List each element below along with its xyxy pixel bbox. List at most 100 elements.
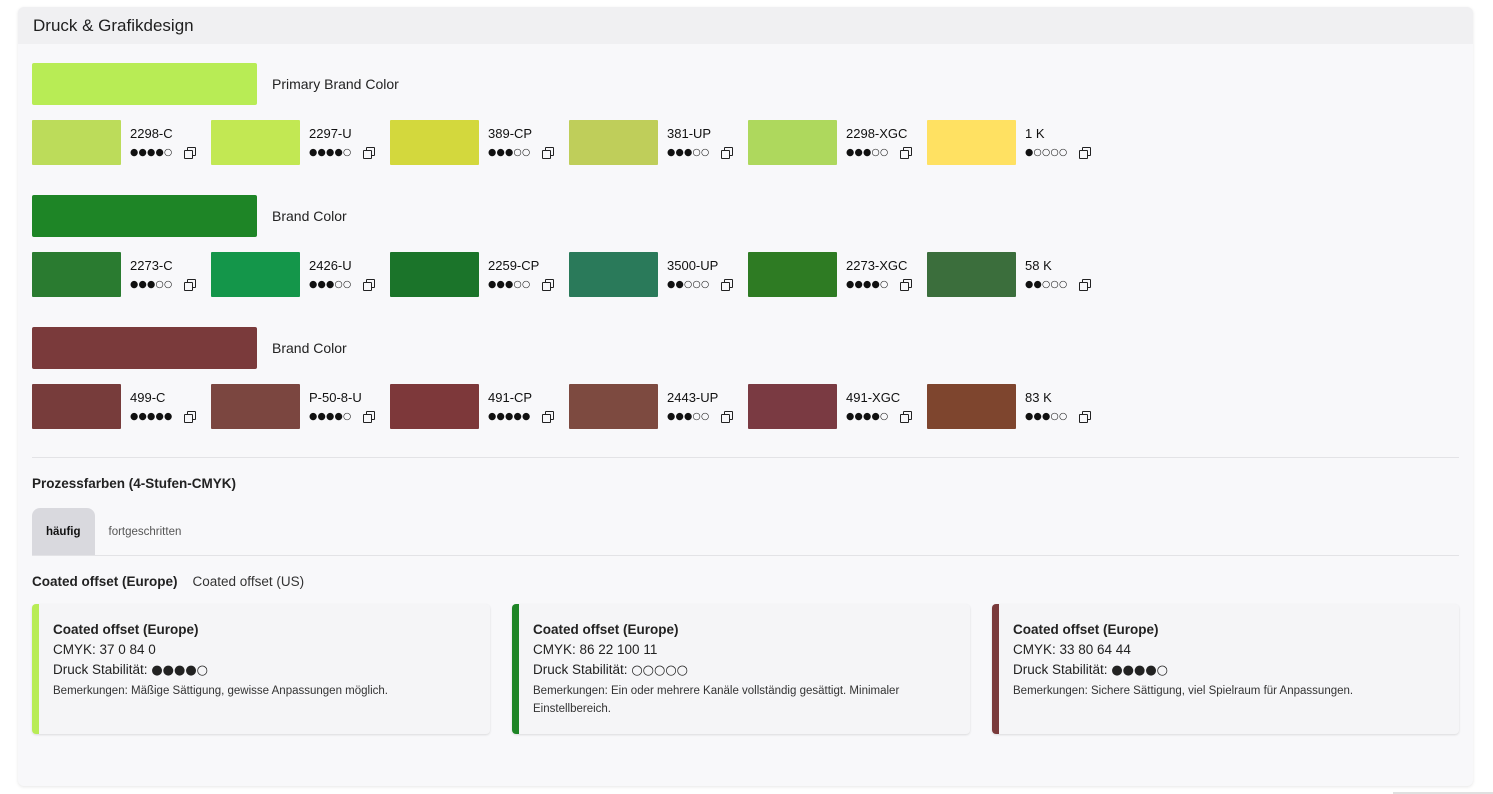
brand-color-block: Brand Color 499-C ●●●●● P-50-8-U ●●●●○ 491-CP… [32, 327, 1459, 429]
variant-name: 2426-U [309, 258, 352, 273]
print-stability-rating: ●●●●○ [151, 663, 209, 678]
variant-name: P-50-8-U [309, 390, 362, 405]
color-variant: P-50-8-U ●●●●○ [211, 384, 390, 429]
variant-list: 2298-C ●●●●○ 2297-U ●●●●○ 389-CP ●●●○○ 381-UP ●… [32, 120, 1459, 165]
cmyk-card: Coated offset (Europe) CMYK: 33 80 64 44 D… [992, 604, 1459, 734]
copy-icon[interactable] [184, 279, 196, 291]
variant-info: 1 K ●○○○○ [1025, 120, 1091, 165]
variant-name: 1 K [1025, 126, 1045, 141]
print-stability-rating: ○○○○○ [631, 663, 689, 678]
color-variant: 2259-CP ●●●○○ [390, 252, 569, 297]
variant-info: 491-CP ●●●●● [488, 384, 554, 429]
variant-meta: ●●●●○ [309, 147, 375, 159]
subtab-coated-offset-us[interactable]: Coated offset (US) [192, 574, 305, 589]
card-title: Coated offset (Europe) [1013, 622, 1159, 637]
print-stability: Druck Stabilität: ●●●●○ [1013, 662, 1459, 678]
copy-icon[interactable] [542, 411, 554, 423]
copy-icon[interactable] [1079, 279, 1091, 291]
copy-icon[interactable] [1079, 411, 1091, 423]
variant-swatch [569, 384, 658, 429]
color-variant: 491-CP ●●●●● [390, 384, 569, 429]
stability-rating: ●●●○○ [488, 147, 531, 158]
variant-info: 2426-U ●●●○○ [309, 252, 375, 297]
variant-name: 58 K [1025, 258, 1052, 273]
variant-meta: ●●●○○ [130, 279, 196, 291]
print-design-panel: Druck & Grafikdesign Primary Brand Color… [18, 7, 1473, 786]
variant-info: 2273-C ●●●○○ [130, 252, 196, 297]
print-stability-label: Druck Stabilität: [533, 662, 628, 677]
brand-color-label: Primary Brand Color [272, 76, 399, 92]
variant-swatch [569, 120, 658, 165]
copy-icon[interactable] [363, 279, 375, 291]
color-variant: 499-C ●●●●● [32, 384, 211, 429]
variant-info: 491-XGC ●●●●○ [846, 384, 912, 429]
copy-icon[interactable] [363, 411, 375, 423]
variant-swatch [211, 384, 300, 429]
brand-color-swatch [32, 195, 257, 237]
color-variant: 491-XGC ●●●●○ [748, 384, 927, 429]
copy-icon[interactable] [900, 411, 912, 423]
variant-info: 499-C ●●●●● [130, 384, 196, 429]
variant-meta: ●●●○○ [1025, 411, 1091, 423]
variant-list: 499-C ●●●●● P-50-8-U ●●●●○ 491-CP ●●●●● 2443-U… [32, 384, 1459, 429]
print-stability-label: Druck Stabilität: [1013, 662, 1108, 677]
copy-icon[interactable] [363, 147, 375, 159]
variant-swatch [390, 120, 479, 165]
stability-rating: ●●●●● [130, 411, 173, 422]
copy-icon[interactable] [721, 279, 733, 291]
tab-fortgeschritten[interactable]: fortgeschritten [108, 525, 182, 538]
copy-icon[interactable] [900, 147, 912, 159]
variant-swatch [211, 252, 300, 297]
variant-meta: ●○○○○ [1025, 147, 1091, 159]
variant-meta: ●●●●● [488, 411, 554, 423]
color-variant: 2273-C ●●●○○ [32, 252, 211, 297]
copy-icon[interactable] [542, 147, 554, 159]
variant-info: 2297-U ●●●●○ [309, 120, 375, 165]
color-variant: 2443-UP ●●●○○ [569, 384, 748, 429]
variant-swatch [748, 252, 837, 297]
copy-icon[interactable] [721, 411, 733, 423]
tab-haeufig[interactable]: häufig [32, 508, 95, 555]
stability-rating: ●●●○○ [667, 411, 710, 422]
card-note: Bemerkungen: Mäßige Sättigung, gewisse A… [53, 685, 388, 697]
variant-name: 2259-CP [488, 258, 540, 273]
variant-info: 58 K ●●○○○ [1025, 252, 1091, 297]
subtab-coated-offset-europe[interactable]: Coated offset (Europe) [32, 574, 178, 589]
variant-list: 2273-C ●●●○○ 2426-U ●●●○○ 2259-CP ●●●○○ 3500-U… [32, 252, 1459, 297]
stability-rating: ●●●○○ [667, 147, 710, 158]
cmyk-values: CMYK: 37 0 84 0 [53, 642, 156, 657]
print-stability: Druck Stabilität: ○○○○○ [533, 662, 970, 678]
variant-info: 3500-UP ●●○○○ [667, 252, 733, 297]
brand-color-row: Brand Color [32, 195, 1459, 237]
cmyk-card: Coated offset (Europe) CMYK: 37 0 84 0 Dru… [32, 604, 490, 734]
stability-rating: ●●●●○ [309, 147, 352, 158]
variant-info: 2298-XGC ●●●○○ [846, 120, 912, 165]
copy-icon[interactable] [542, 279, 554, 291]
cmyk-card-list: Coated offset (Europe) CMYK: 37 0 84 0 Dru… [32, 604, 1459, 734]
cmyk-card: Coated offset (Europe) CMYK: 86 22 100 11… [512, 604, 970, 734]
brand-color-label: Brand Color [272, 208, 347, 224]
copy-icon[interactable] [900, 279, 912, 291]
copy-icon[interactable] [1079, 147, 1091, 159]
stability-rating: ●●●●○ [846, 279, 889, 290]
stability-rating: ●●●○○ [309, 279, 352, 290]
color-variant: 3500-UP ●●○○○ [569, 252, 748, 297]
variant-name: 389-CP [488, 126, 533, 141]
variant-name: 491-CP [488, 390, 533, 405]
section-divider [32, 457, 1459, 458]
cmyk-values: CMYK: 86 22 100 11 [533, 642, 658, 657]
variant-name: 2298-C [130, 126, 173, 141]
variant-name: 3500-UP [667, 258, 719, 273]
variant-info: 2273-XGC ●●●●○ [846, 252, 912, 297]
variant-meta: ●●●●○ [130, 147, 196, 159]
variant-swatch [748, 120, 837, 165]
variant-meta: ●●○○○ [1025, 279, 1091, 291]
copy-icon[interactable] [184, 147, 196, 159]
stability-rating: ●●●○○ [130, 279, 173, 290]
color-variant: 2426-U ●●●○○ [211, 252, 390, 297]
copy-icon[interactable] [721, 147, 733, 159]
stability-rating: ●●●○○ [488, 279, 531, 290]
variant-meta: ●●●○○ [309, 279, 375, 291]
copy-icon[interactable] [184, 411, 196, 423]
color-variant: 389-CP ●●●○○ [390, 120, 569, 165]
